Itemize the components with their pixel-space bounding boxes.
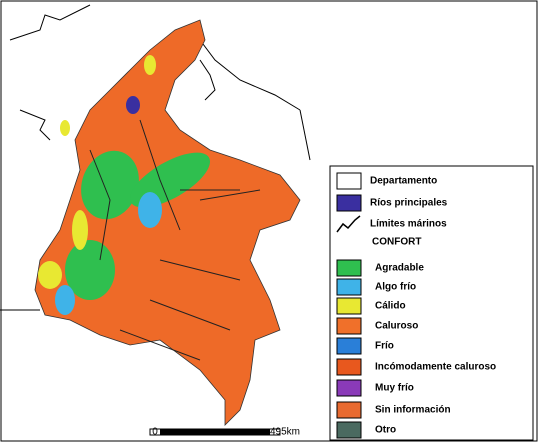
legend-label: CONFORT <box>372 237 421 248</box>
legend-swatch <box>336 278 362 296</box>
legend-label: Otro <box>375 425 396 436</box>
neighbor-borders <box>0 4 311 311</box>
legend-label: Ríos principales <box>370 198 448 209</box>
legend-swatch <box>336 358 362 376</box>
legend-label: Incómodamente caluroso <box>375 362 496 373</box>
legend-swatch <box>336 421 362 439</box>
legend: Departamento Ríos principales Límites mári… <box>336 172 496 439</box>
legend-swatch <box>336 172 362 190</box>
legend-swatch <box>336 379 362 397</box>
legend-label: Algo frío <box>375 282 416 293</box>
legend-label: Sin información <box>375 405 451 416</box>
legend-label: Muy frío <box>375 383 414 394</box>
legend-swatch <box>336 259 362 277</box>
legend-label: Agradable <box>375 263 424 274</box>
legend-label: Caluroso <box>375 321 418 332</box>
country-map <box>34 19 301 426</box>
scale-bar: 0 495km <box>149 427 300 438</box>
legend-swatch <box>336 194 362 212</box>
legend-label: Límites márinos <box>370 219 447 230</box>
legend-line <box>336 215 361 233</box>
scale-start: 0 <box>152 427 158 438</box>
legend-swatch <box>336 401 362 419</box>
scale-end: 495km <box>270 427 300 438</box>
legend-box <box>329 165 534 441</box>
legend-label: Cálido <box>375 301 406 312</box>
legend-swatch <box>336 337 362 355</box>
legend-label: Frío <box>375 341 394 352</box>
legend-swatch <box>336 297 362 315</box>
legend-swatch <box>336 317 362 335</box>
legend-label: Departamento <box>370 176 437 187</box>
